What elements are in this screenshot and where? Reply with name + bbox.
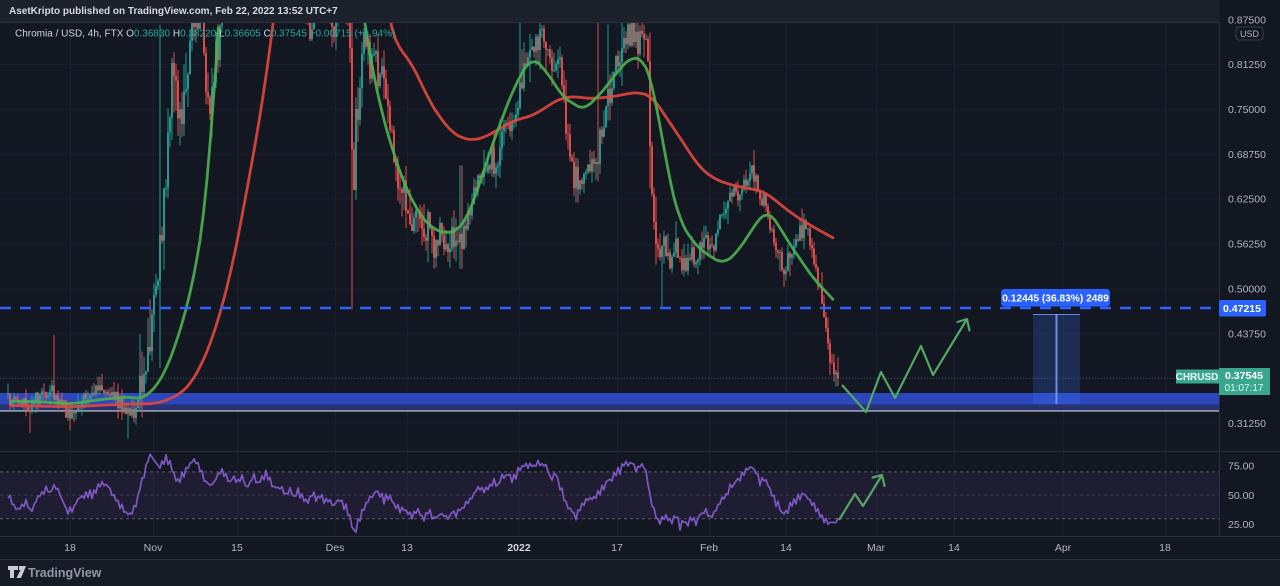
svg-text:75.00: 75.00 [1228, 461, 1254, 473]
svg-text:0.12445 (36.83%) 2489: 0.12445 (36.83%) 2489 [1002, 294, 1109, 305]
svg-text:Apr: Apr [1055, 542, 1072, 554]
svg-text:0.87500: 0.87500 [1228, 15, 1266, 27]
svg-text:50.00: 50.00 [1228, 490, 1254, 502]
svg-text:USD: USD [1240, 29, 1260, 39]
svg-text:18: 18 [64, 542, 76, 554]
svg-text:14: 14 [948, 542, 960, 554]
svg-text:TradingView: TradingView [28, 566, 102, 580]
svg-text:CHRUSD: CHRUSD [1176, 372, 1219, 383]
svg-text:Nov: Nov [144, 542, 163, 554]
svg-text:25.00: 25.00 [1228, 519, 1254, 531]
svg-text:0.43750: 0.43750 [1228, 328, 1266, 340]
svg-text:AsetKripto published on Tradin: AsetKripto published on TradingView.com,… [9, 6, 338, 17]
svg-text:2022: 2022 [507, 542, 531, 554]
svg-text:15: 15 [231, 542, 243, 554]
svg-text:0.31250: 0.31250 [1228, 418, 1266, 430]
svg-text:Feb: Feb [700, 542, 718, 554]
svg-text:Mar: Mar [867, 542, 886, 554]
svg-text:0.56250: 0.56250 [1228, 239, 1266, 251]
svg-text:Chromia / USD, 4h, FTX O0.368: Chromia / USD, 4h, FTX O0.36830 H0.38220… [15, 29, 395, 40]
svg-text:0.81250: 0.81250 [1228, 59, 1266, 71]
svg-text:0.50000: 0.50000 [1228, 284, 1266, 296]
svg-text:0.68750: 0.68750 [1228, 149, 1266, 161]
svg-text:14: 14 [780, 542, 792, 554]
svg-text:01:07:17: 01:07:17 [1225, 383, 1264, 394]
svg-text:0.47215: 0.47215 [1223, 303, 1261, 315]
svg-text:0.37545: 0.37545 [1225, 370, 1263, 382]
svg-text:Des: Des [326, 542, 345, 554]
svg-text:13: 13 [401, 542, 413, 554]
svg-text:0.62500: 0.62500 [1228, 194, 1266, 206]
svg-text:18: 18 [1159, 542, 1171, 554]
svg-text:17: 17 [611, 542, 623, 554]
svg-text:0.75000: 0.75000 [1228, 104, 1266, 116]
